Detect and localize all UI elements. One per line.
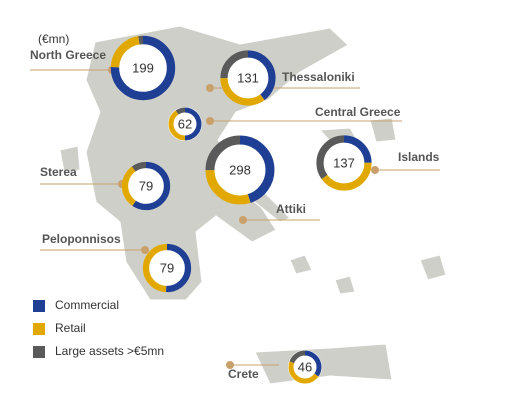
donut-segment: [205, 135, 275, 205]
donut-total: 131: [237, 70, 259, 85]
legend-swatch: [33, 300, 45, 312]
donut-hole: [317, 136, 371, 190]
region-label: Central Greece: [315, 105, 401, 119]
crete: [254, 343, 393, 385]
donut-segment: [121, 161, 171, 211]
leader-dot: [226, 361, 234, 369]
donut-segment: [110, 35, 176, 101]
legend-label: Commercial: [55, 298, 119, 312]
donut-hole: [112, 37, 174, 99]
donut-segment: [316, 135, 372, 191]
leader-dot: [239, 216, 247, 224]
leader-dot: [206, 84, 214, 92]
region-label: Islands: [398, 150, 440, 164]
legend-swatch: [33, 323, 45, 335]
donut-segment: [205, 135, 275, 205]
donut-hole: [143, 244, 191, 292]
donut-hole: [207, 137, 273, 203]
region-label: Crete: [228, 367, 259, 381]
region-label: North Greece: [30, 48, 106, 62]
leader-dot: [206, 117, 214, 125]
region-label: Sterea: [40, 165, 77, 179]
donut-total: 79: [139, 178, 153, 193]
island: [289, 254, 313, 275]
donut-segment: [121, 161, 171, 211]
donut-total: 199: [132, 60, 154, 75]
island: [369, 117, 397, 143]
donut-segment: [168, 107, 202, 141]
donut-segment: [316, 135, 372, 191]
donut-total: 79: [160, 260, 174, 275]
legend-swatch: [33, 346, 45, 358]
donut-segment: [168, 107, 202, 141]
donut-segment: [220, 50, 276, 106]
donut-hole: [221, 51, 275, 105]
donut-segment: [288, 350, 322, 384]
region-label: Thessaloniki: [282, 70, 355, 84]
donut-segment: [288, 350, 322, 384]
unit-label: (€mn): [38, 32, 69, 46]
island: [419, 254, 447, 281]
donut-segment: [220, 50, 276, 106]
region-label: Peloponnisos: [42, 232, 121, 246]
region-label: Attiki: [276, 202, 306, 216]
donut-hole: [122, 162, 170, 210]
donut-segment: [142, 243, 192, 293]
donut-total: 137: [333, 155, 355, 170]
legend-label: Retail: [55, 321, 86, 335]
leader-dot: [141, 246, 149, 254]
island: [59, 145, 81, 173]
legend-label: Large assets >€5mn: [55, 344, 164, 358]
island: [334, 275, 356, 295]
donut-total: 62: [178, 116, 192, 131]
donut-total: 46: [298, 359, 312, 374]
donut-total: 298: [229, 162, 251, 177]
leader-dot: [371, 166, 379, 174]
